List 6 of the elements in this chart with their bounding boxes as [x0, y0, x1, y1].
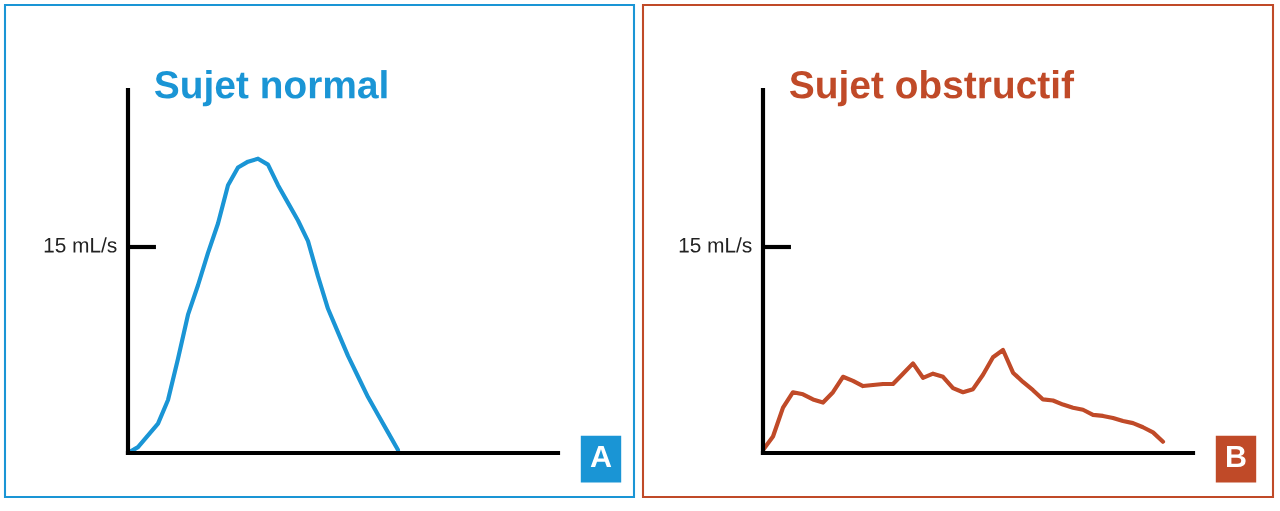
- text: A: [590, 446, 612, 468]
- ref-line-label: 15 mL/s: [44, 237, 117, 253]
- chart-title: Sujet obstructif: [789, 70, 1075, 107]
- chart-title: Sujet normal: [154, 70, 387, 107]
- text: B: [1227, 446, 1246, 468]
- ref-line-label: 15 mL/s: [679, 237, 752, 253]
